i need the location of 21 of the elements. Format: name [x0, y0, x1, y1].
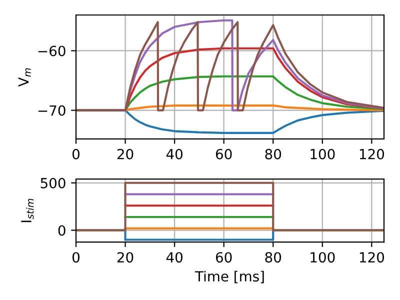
x-tick-label: 100: [310, 148, 335, 160]
x-tick-label: 60: [216, 148, 232, 160]
x-tick-label: 100: [310, 252, 335, 263]
x-tick-label: 80: [265, 252, 282, 263]
y-tick-label: −70: [38, 105, 66, 116]
x-tick-label: 0: [72, 148, 80, 160]
x-tick-label: 20: [117, 252, 134, 263]
y-tick-label: 0: [58, 225, 66, 236]
y-axis-title: V$_{m}$: [18, 68, 31, 87]
x-tick-label: 120: [360, 252, 384, 263]
x-tick-label: 20: [117, 148, 134, 160]
x-tick-label: 120: [360, 148, 384, 160]
x-axis-title: Time [ms]: [194, 270, 264, 284]
x-tick-label: 40: [166, 252, 182, 263]
y-tick-label: 500: [40, 178, 66, 188]
x-tick-label: 80: [265, 148, 282, 160]
y-axis-title: I$_{stim}$: [21, 198, 34, 222]
x-tick-label: 60: [216, 252, 232, 263]
x-tick-label: 0: [72, 252, 80, 263]
x-tick-label: 40: [166, 148, 182, 160]
y-tick-label: −60: [38, 46, 66, 56]
